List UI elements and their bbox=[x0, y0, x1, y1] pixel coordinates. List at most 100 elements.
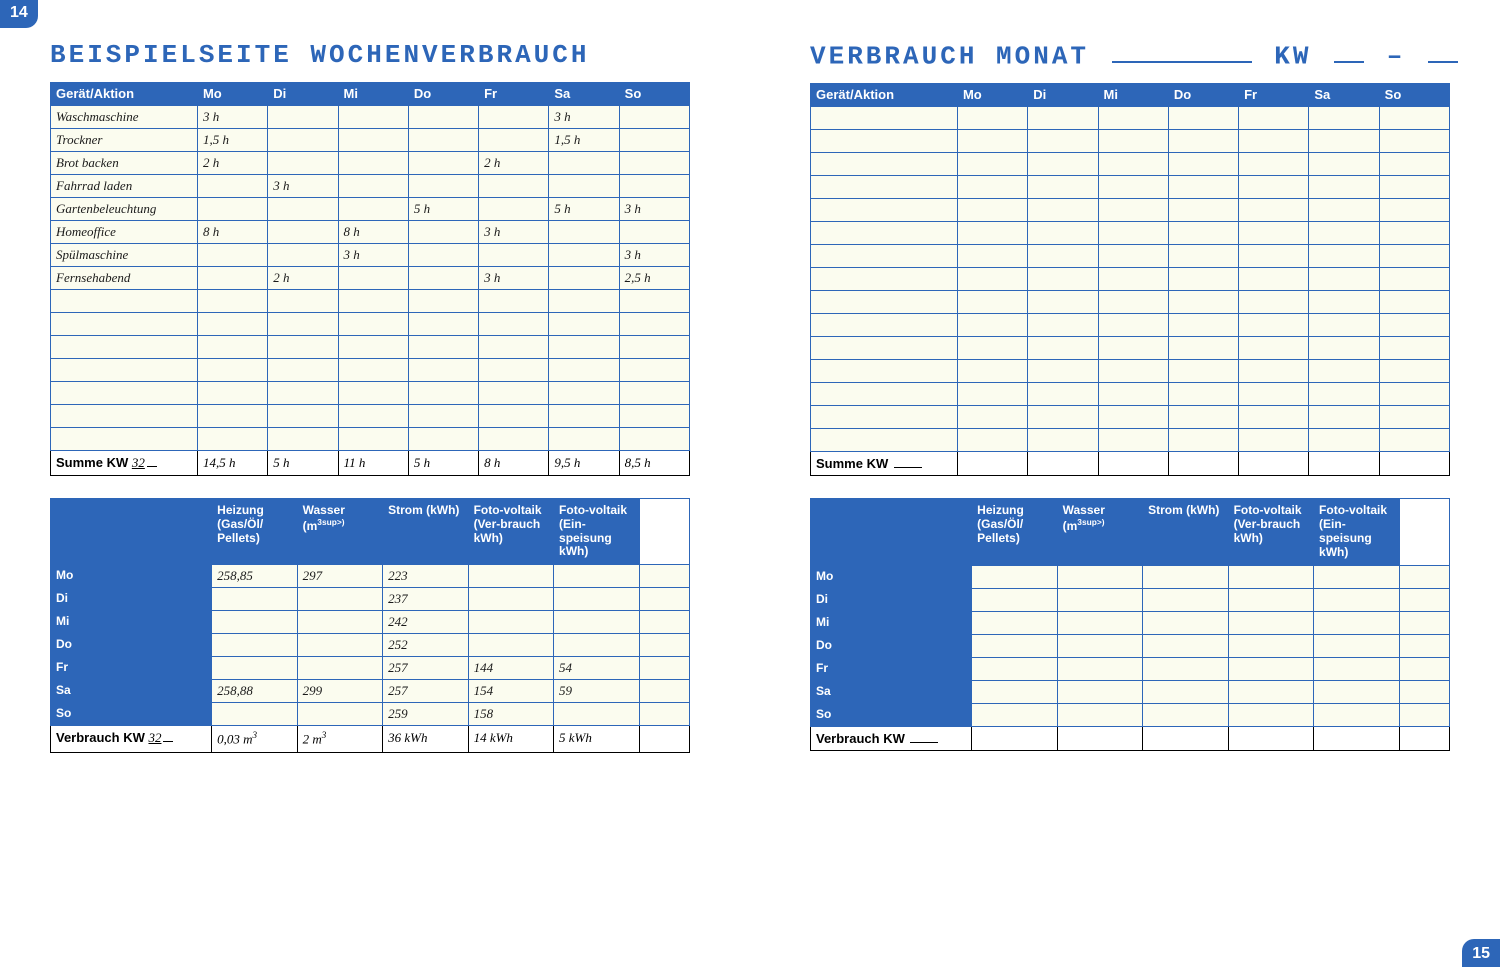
energy-value bbox=[212, 657, 297, 680]
week-col-header: Fr bbox=[1239, 84, 1309, 107]
energy-col-header: Wasser (m3sup>) bbox=[297, 499, 382, 565]
energy-col-header: Foto-voltaik (Ver-brauch kWh) bbox=[468, 499, 553, 565]
hours-cell bbox=[408, 336, 478, 359]
week-summary-value bbox=[1309, 452, 1379, 476]
energy-value bbox=[972, 565, 1057, 588]
hours-cell: 3 h bbox=[619, 198, 689, 221]
hours-cell bbox=[1239, 130, 1309, 153]
week-col-header: Do bbox=[1168, 84, 1238, 107]
energy-summary-value bbox=[972, 726, 1057, 750]
hours-cell bbox=[1239, 314, 1309, 337]
device-cell bbox=[811, 199, 958, 222]
energy-value bbox=[639, 611, 690, 634]
energy-value: 54 bbox=[554, 657, 639, 680]
hours-cell bbox=[957, 245, 1027, 268]
hours-cell bbox=[408, 267, 478, 290]
device-cell bbox=[811, 222, 958, 245]
week-col-header: Mi bbox=[1098, 84, 1168, 107]
energy-summary-value: 14 kWh bbox=[468, 726, 553, 752]
device-cell: Gartenbeleuchtung bbox=[51, 198, 198, 221]
page-number-left: 14 bbox=[0, 0, 38, 28]
hours-cell bbox=[1239, 107, 1309, 130]
hours-cell: 2 h bbox=[479, 152, 549, 175]
hours-cell bbox=[1309, 107, 1379, 130]
hours-cell bbox=[1309, 176, 1379, 199]
energy-value bbox=[1143, 703, 1228, 726]
hours-cell bbox=[619, 221, 689, 244]
hours-cell bbox=[408, 428, 478, 451]
energy-value bbox=[972, 611, 1057, 634]
energy-summary-value bbox=[1399, 726, 1450, 750]
hours-cell bbox=[1309, 291, 1379, 314]
hours-cell bbox=[268, 428, 338, 451]
title-kw-label: KW bbox=[1274, 41, 1311, 71]
energy-value: 237 bbox=[383, 588, 468, 611]
hours-cell bbox=[479, 405, 549, 428]
week-summary-value bbox=[1239, 452, 1309, 476]
hours-cell bbox=[1379, 291, 1449, 314]
hours-cell bbox=[338, 359, 408, 382]
week-table-left: Gerät/AktionMoDiMiDoFrSaSo Waschmaschine… bbox=[50, 82, 690, 476]
hours-cell bbox=[1309, 199, 1379, 222]
energy-value: 257 bbox=[383, 657, 468, 680]
energy-value: 242 bbox=[383, 611, 468, 634]
week-col-header: Di bbox=[1028, 84, 1098, 107]
device-cell bbox=[51, 290, 198, 313]
hours-cell bbox=[338, 152, 408, 175]
hours-cell: 1,5 h bbox=[549, 129, 619, 152]
energy-value bbox=[1143, 611, 1228, 634]
hours-cell bbox=[338, 175, 408, 198]
hours-cell bbox=[619, 175, 689, 198]
hours-cell bbox=[479, 290, 549, 313]
energy-value bbox=[1399, 703, 1450, 726]
hours-cell bbox=[479, 336, 549, 359]
hours-cell: 3 h bbox=[549, 106, 619, 129]
energy-value bbox=[1399, 565, 1450, 588]
hours-cell bbox=[1239, 429, 1309, 452]
hours-cell bbox=[1098, 153, 1168, 176]
hours-cell bbox=[268, 382, 338, 405]
energy-summary-value bbox=[1228, 726, 1313, 750]
hours-cell bbox=[479, 428, 549, 451]
energy-day-header: Do bbox=[51, 634, 212, 657]
hours-cell bbox=[268, 359, 338, 382]
energy-day-header: Mo bbox=[811, 565, 972, 588]
energy-value: 154 bbox=[468, 680, 553, 703]
energy-value bbox=[1228, 588, 1313, 611]
hours-cell bbox=[197, 198, 267, 221]
title-right-part1: VERBRAUCH MONAT bbox=[810, 41, 1089, 71]
hours-cell bbox=[338, 428, 408, 451]
hours-cell bbox=[1239, 291, 1309, 314]
energy-value bbox=[1314, 703, 1399, 726]
energy-summary-value: 5 kWh bbox=[554, 726, 639, 752]
hours-cell bbox=[268, 244, 338, 267]
device-cell: Spülmaschine bbox=[51, 244, 198, 267]
energy-value bbox=[1228, 703, 1313, 726]
energy-day-header: So bbox=[51, 703, 212, 726]
hours-cell bbox=[197, 359, 267, 382]
energy-day-header: Sa bbox=[51, 680, 212, 703]
hours-cell bbox=[1098, 176, 1168, 199]
energy-value bbox=[1399, 680, 1450, 703]
week-summary-value bbox=[1168, 452, 1238, 476]
hours-cell bbox=[1309, 337, 1379, 360]
device-cell bbox=[51, 359, 198, 382]
energy-value bbox=[1057, 634, 1142, 657]
device-cell bbox=[811, 153, 958, 176]
hours-cell: 8 h bbox=[197, 221, 267, 244]
hours-cell bbox=[1239, 268, 1309, 291]
energy-value bbox=[639, 680, 690, 703]
energy-value bbox=[297, 611, 382, 634]
hours-cell bbox=[1028, 130, 1098, 153]
energy-value: 257 bbox=[383, 680, 468, 703]
hours-cell bbox=[1239, 199, 1309, 222]
hours-cell bbox=[1028, 153, 1098, 176]
energy-value bbox=[1228, 565, 1313, 588]
hours-cell bbox=[619, 336, 689, 359]
hours-cell bbox=[338, 198, 408, 221]
energy-value bbox=[554, 634, 639, 657]
week-col-header: So bbox=[1379, 84, 1449, 107]
energy-table-left: Heizung (Gas/Öl/ Pellets)Wasser (m3sup>)… bbox=[50, 498, 690, 753]
hours-cell bbox=[408, 290, 478, 313]
week-summary-value bbox=[1098, 452, 1168, 476]
